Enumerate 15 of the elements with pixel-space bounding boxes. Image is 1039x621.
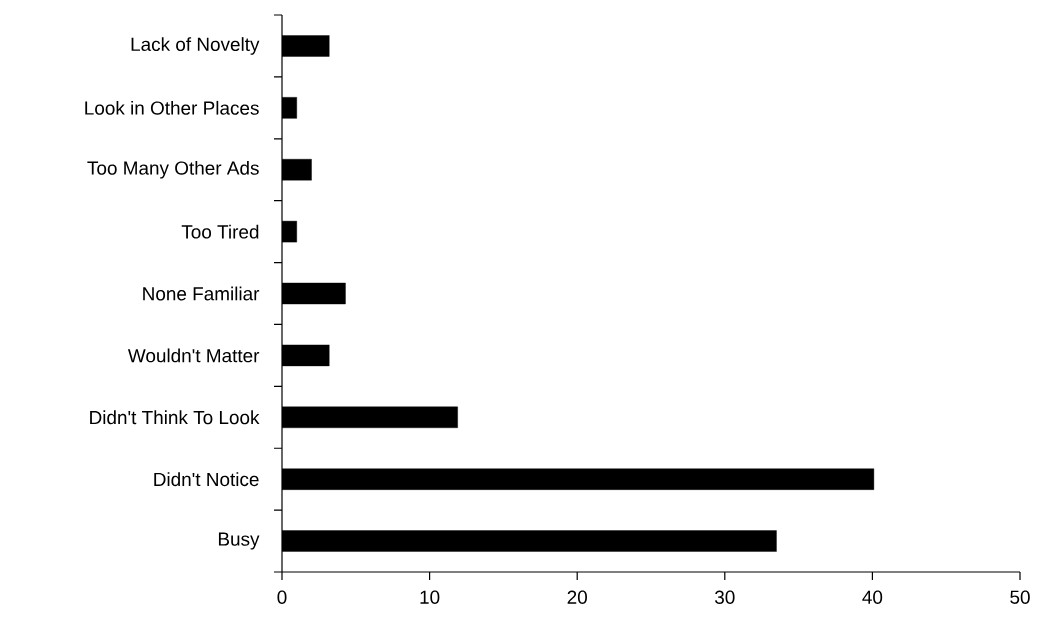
y-tick-label: Too Many Other Ads — [87, 160, 259, 179]
x-tick-label: 50 — [1010, 590, 1030, 604]
x-tick-label: 0 — [277, 590, 287, 604]
y-tick-label: Wouldn't Matter — [127, 348, 260, 363]
x-tick-label: 20 — [567, 590, 587, 604]
x-tick-label: 10 — [420, 590, 440, 604]
y-tick-label: None Familiar — [143, 286, 260, 301]
x-tick-label: 40 — [862, 590, 883, 604]
y-tick-label: Lack of Novelty — [131, 37, 260, 55]
y-tick-label: Busy — [218, 532, 260, 550]
y-tick-label: Didn't Think To Look — [90, 410, 260, 425]
y-tick-label: Too Tired — [181, 224, 259, 239]
x-tick-label: 30 — [714, 590, 735, 604]
y-tick-label: Look in Other Places — [85, 100, 259, 115]
y-tick-label: Didn't Notice — [154, 472, 259, 487]
